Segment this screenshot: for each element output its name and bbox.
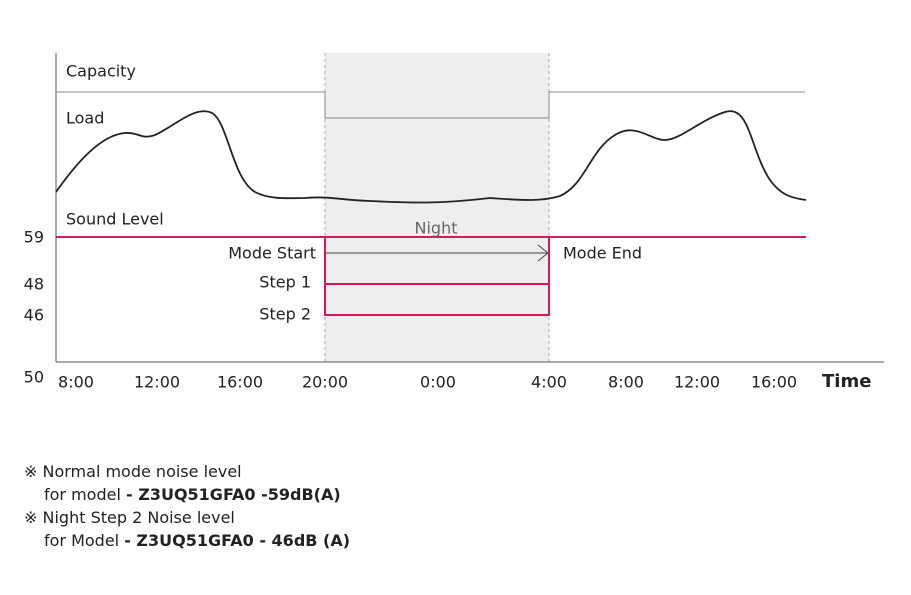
x-label: 12:00 [134, 373, 180, 392]
y-label: 50 [24, 368, 44, 387]
x-label: 12:00 [674, 373, 720, 392]
step-label: Step 2 [259, 305, 311, 324]
capacity-line [56, 91, 805, 119]
note-text: ※ Night Step 2 Noise level [24, 508, 235, 527]
x-label: 16:00 [217, 373, 263, 392]
load-curve [55, 110, 807, 204]
y-label: 48 [24, 275, 44, 294]
night-label: Night [415, 219, 458, 238]
capacity-label: Capacity [66, 62, 136, 81]
note: ※ Normal mode noise level [24, 462, 242, 481]
step-box [324, 236, 550, 316]
x-label: 20:00 [302, 373, 348, 392]
note-text: for model [44, 485, 126, 504]
x-label: 4:00 [531, 373, 567, 392]
y-label: 46 [24, 306, 44, 325]
note: for Model - Z3UQ51GFA0 - 46dB (A) [44, 531, 350, 550]
note: ※ Night Step 2 Noise level [24, 508, 235, 527]
sound-label: Sound Level [66, 210, 164, 229]
x-label: 8:00 [608, 373, 644, 392]
note-model: - Z3UQ51GFA0 -59dB(A) [126, 485, 341, 504]
x-label: 16:00 [751, 373, 797, 392]
note-model: - Z3UQ51GFA0 - 46dB (A) [124, 531, 350, 550]
note-text: for Model [44, 531, 124, 550]
x-label: 8:00 [58, 373, 94, 392]
note: for model - Z3UQ51GFA0 -59dB(A) [44, 485, 341, 504]
mode-end: Mode End [563, 244, 642, 263]
x-axis-label: Time [822, 371, 871, 392]
y-label: 59 [24, 228, 44, 247]
x-label: 0:00 [420, 373, 456, 392]
mode-start: Mode Start [228, 244, 316, 263]
night-region [325, 53, 549, 362]
note-text: ※ Normal mode noise level [24, 462, 242, 481]
load-label: Load [66, 109, 104, 128]
arrow-head [537, 244, 549, 262]
step-label: Step 1 [259, 273, 311, 292]
